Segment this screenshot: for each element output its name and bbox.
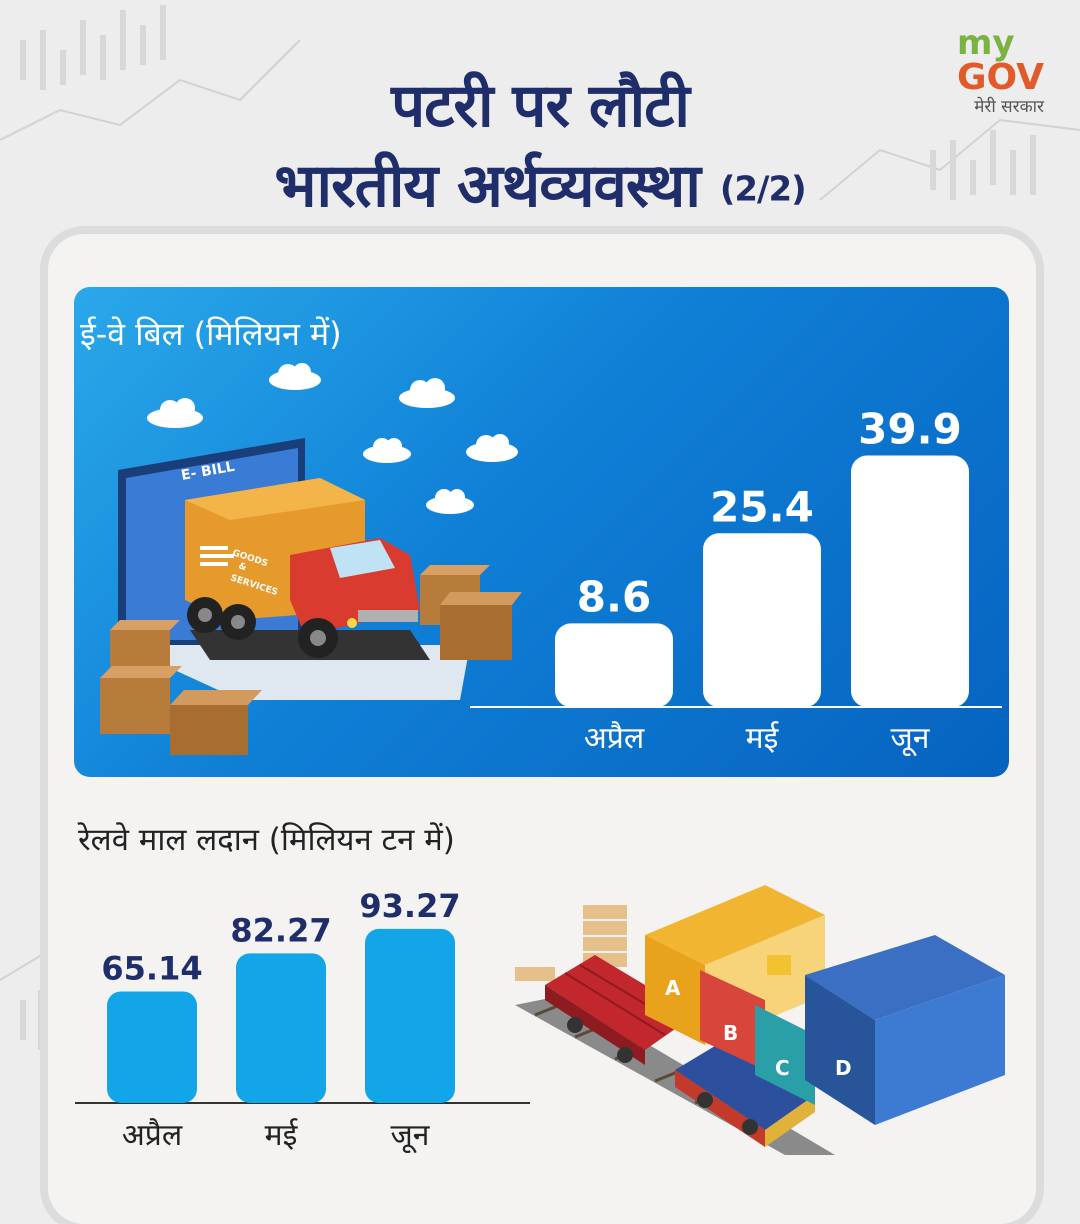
railway-freight-chart: 65.14 अप्रैल 82.27 मई 93.27 जून <box>75 887 530 1154</box>
bar-eway-2 <box>851 455 969 707</box>
truck-text-and: & <box>237 561 248 573</box>
value-label-rail-2: 93.27 <box>359 887 460 925</box>
eway-bill-chart: 8.6 अप्रैल 25.4 मई 39.9 जून <box>470 405 1002 757</box>
value-label-eway-1: 25.4 <box>710 482 814 531</box>
logo-my: my <box>956 23 1015 63</box>
bar-rail-0 <box>107 991 197 1103</box>
category-label-rail-0: अप्रैल <box>122 1118 183 1153</box>
logo-tagline: मेरी सरकार <box>974 97 1044 117</box>
category-label-rail-2: जून <box>391 1118 431 1154</box>
value-label-rail-0: 65.14 <box>101 949 202 987</box>
mygov-logo: my GOV मेरी सरकार <box>957 26 1044 118</box>
page-part-indicator: (2/2) <box>719 169 807 210</box>
bar-eway-0 <box>555 623 673 707</box>
warehouse-train-illustration: A B C D <box>515 885 1005 1155</box>
value-label-eway-0: 8.6 <box>577 572 651 621</box>
warehouse-letter-b: B <box>723 1021 738 1045</box>
warehouse-letter-a: A <box>665 976 681 1000</box>
value-label-eway-2: 39.9 <box>858 405 962 454</box>
page-title-line-2: भारतीय अर्थव्यवस्था (2/2) <box>0 142 1080 224</box>
bar-rail-1 <box>236 953 326 1103</box>
cloud-icon <box>147 363 518 514</box>
value-label-rail-1: 82.27 <box>230 911 331 949</box>
category-label-eway-2: जून <box>891 721 931 757</box>
category-label-eway-0: अप्रैल <box>584 721 645 756</box>
rail-chart-title: रेलवे माल लदान (मिलियन टन में) <box>78 822 455 858</box>
box-icon <box>100 565 522 755</box>
forklift-icon <box>767 955 791 975</box>
eway-illustration: E- BILL GOODS & SERVICES <box>100 363 522 755</box>
bar-eway-1 <box>703 533 821 707</box>
page-title-line-1: पटरी पर लौटी <box>391 71 690 141</box>
page-title-text: भारतीय अर्थव्यवस्था <box>274 151 701 221</box>
category-label-rail-1: मई <box>265 1118 299 1153</box>
category-label-eway-1: मई <box>746 721 780 756</box>
warehouse-letter-c: C <box>775 1056 790 1080</box>
warehouse-letter-d: D <box>835 1056 852 1080</box>
bar-rail-2 <box>365 928 455 1103</box>
logo-gov: GOV <box>956 57 1044 98</box>
eway-chart-title: ई-वे बिल (मिलियन में) <box>80 315 342 353</box>
